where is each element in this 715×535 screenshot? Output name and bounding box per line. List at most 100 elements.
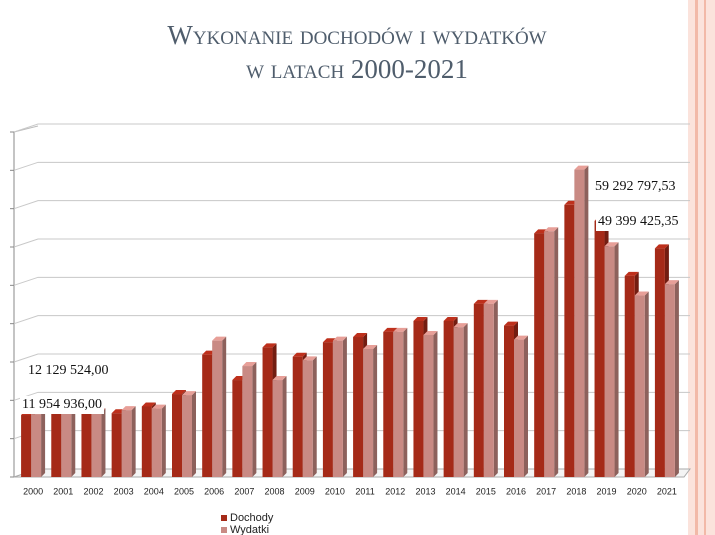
bar xyxy=(423,334,434,477)
bar xyxy=(353,337,364,477)
bar xyxy=(332,340,343,477)
bar xyxy=(574,169,585,477)
bar xyxy=(91,412,102,477)
bar-side xyxy=(71,408,76,477)
bar xyxy=(202,354,213,477)
bar-top xyxy=(654,244,669,249)
bar xyxy=(654,248,665,477)
bar-top xyxy=(242,362,257,367)
x-tick-label: 2017 xyxy=(536,486,556,496)
bar xyxy=(232,380,243,477)
x-tick-label: 2018 xyxy=(566,486,586,496)
bar xyxy=(51,413,62,477)
bar-side xyxy=(373,344,378,477)
bar xyxy=(413,320,424,477)
slide-border-stripe xyxy=(704,0,706,535)
bar-side xyxy=(614,242,619,477)
bar xyxy=(443,320,454,477)
bar-top xyxy=(544,227,559,232)
value-label-bg xyxy=(593,178,678,196)
bar xyxy=(81,413,92,477)
x-tick-label: 2006 xyxy=(204,486,224,496)
bar-side xyxy=(312,356,317,477)
bar-side xyxy=(674,280,679,477)
bar-top xyxy=(332,336,347,341)
bar-side xyxy=(584,165,589,477)
bar xyxy=(121,410,132,477)
bar-side xyxy=(282,376,287,477)
x-tick-label: 2001 xyxy=(53,486,73,496)
bar-side xyxy=(252,362,257,477)
bar xyxy=(31,414,42,477)
bar xyxy=(604,246,615,477)
bar-top xyxy=(182,391,196,396)
x-tick-label: 2009 xyxy=(295,486,315,496)
bar xyxy=(624,275,635,477)
value-label: 12 129 524,00 xyxy=(28,363,109,378)
bar xyxy=(151,408,162,477)
x-tick-label: 2003 xyxy=(114,486,134,496)
bar-side xyxy=(131,406,136,477)
bar-top xyxy=(262,343,277,348)
bar-side xyxy=(192,391,196,477)
bar xyxy=(302,360,313,477)
bar-top xyxy=(121,406,136,411)
legend-label: Dochody xyxy=(230,512,274,524)
bar-top xyxy=(151,404,166,409)
bar-side xyxy=(161,404,166,477)
bar-top xyxy=(423,330,438,335)
bar xyxy=(483,303,494,477)
bar-top xyxy=(483,299,498,304)
grid-line xyxy=(13,123,690,133)
bar-top xyxy=(443,316,458,321)
bar-side xyxy=(524,335,528,477)
bar xyxy=(453,327,464,477)
bar-top xyxy=(141,402,156,407)
slide-border xyxy=(688,0,715,535)
bar xyxy=(473,303,484,477)
grid-line xyxy=(13,353,690,363)
bar-side xyxy=(433,330,438,477)
bar xyxy=(544,231,555,477)
bar-top xyxy=(172,390,186,395)
x-tick-label: 2010 xyxy=(325,486,345,496)
bar xyxy=(111,413,122,477)
bar-top xyxy=(504,321,518,326)
bar xyxy=(322,342,333,477)
x-tick-label: 2008 xyxy=(265,486,285,496)
x-tick-label: 2021 xyxy=(657,486,677,496)
bar-side xyxy=(342,336,347,477)
bar-top xyxy=(514,335,528,340)
value-label-bg xyxy=(20,396,104,414)
bar xyxy=(534,233,545,477)
grid-line xyxy=(13,276,690,286)
grid-line xyxy=(13,391,690,401)
bar xyxy=(212,340,223,477)
x-tick-label: 2012 xyxy=(385,486,405,496)
bar-side xyxy=(222,336,227,477)
bar-top xyxy=(393,327,408,332)
bar xyxy=(504,325,514,477)
bar xyxy=(262,347,273,477)
legend-swatch xyxy=(221,527,227,533)
x-tick-label: 2020 xyxy=(627,486,647,496)
bar xyxy=(272,380,283,477)
bar-top xyxy=(473,299,488,304)
x-tick-label: 2004 xyxy=(144,486,164,496)
bar-side xyxy=(554,227,559,477)
slide-border-stripe xyxy=(695,0,698,535)
value-label: 49 399 425,35 xyxy=(598,214,679,229)
legend-swatch xyxy=(221,515,227,521)
bar xyxy=(61,412,72,477)
bar-top xyxy=(634,291,649,296)
bar xyxy=(634,295,645,477)
bar-top xyxy=(664,280,679,285)
value-label-bg xyxy=(596,213,681,231)
legend-label: Wydatki xyxy=(230,524,269,535)
bar xyxy=(393,331,404,477)
bar-top xyxy=(363,344,378,349)
bar-side xyxy=(493,299,498,477)
bar-top xyxy=(624,271,639,276)
bar-top xyxy=(453,323,468,328)
